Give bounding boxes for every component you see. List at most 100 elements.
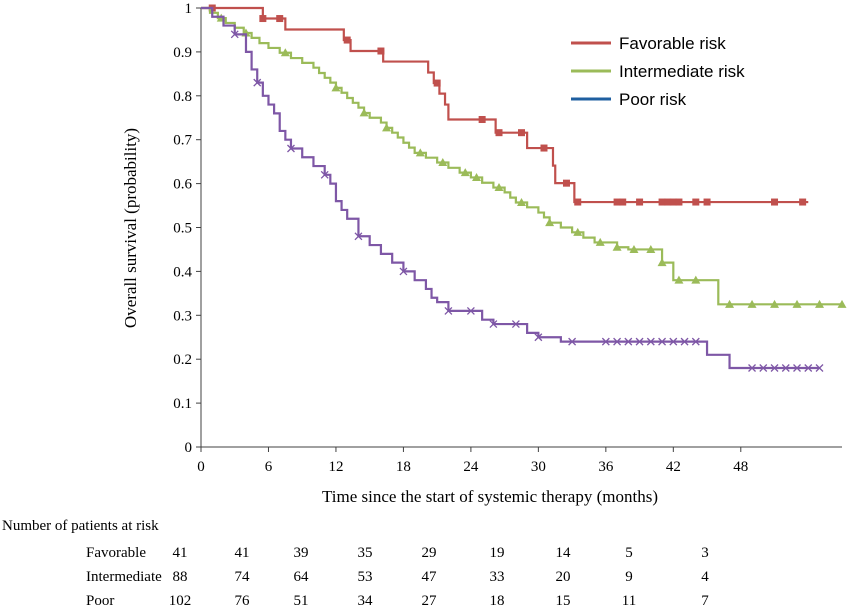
censor-marker	[545, 218, 555, 227]
censor-marker	[433, 79, 441, 87]
series-poor-risk	[201, 6, 824, 372]
censor-marker	[703, 198, 711, 206]
censor-marker	[799, 198, 807, 206]
censor-marker	[669, 337, 678, 346]
censor-marker	[518, 129, 525, 137]
legend: Favorable risk Intermediate risk Poor risk	[571, 34, 745, 109]
risk-value: 35	[358, 545, 373, 561]
censor-marker	[280, 48, 290, 57]
risk-value: 11	[622, 593, 636, 607]
risk-value: 64	[294, 569, 310, 585]
censor-marker	[675, 198, 683, 206]
censor-marker	[534, 333, 543, 342]
censor-marker	[595, 237, 605, 246]
survival-curve	[201, 6, 809, 204]
censor-marker	[664, 198, 672, 206]
censor-marker	[343, 36, 351, 44]
censor-marker	[837, 299, 847, 308]
censor-marker	[444, 306, 453, 315]
survival-curve	[201, 6, 842, 306]
censor-marker	[472, 172, 482, 181]
censor-marker	[517, 197, 526, 206]
censor-marker	[692, 198, 700, 206]
censor-marker	[287, 144, 295, 153]
censor-marker	[253, 78, 262, 87]
censor-marker	[771, 198, 779, 206]
risk-value: 14	[556, 545, 572, 561]
x-tick-label: 42	[666, 459, 681, 475]
censor-marker	[636, 198, 644, 206]
series-intermediate-risk	[201, 6, 847, 308]
censor-marker	[495, 129, 503, 137]
risk-value: 27	[422, 593, 438, 607]
censor-marker	[658, 198, 666, 206]
risk-value: 41	[173, 545, 188, 561]
risk-value: 15	[556, 593, 571, 607]
y-tick-label: 0.7	[173, 133, 192, 149]
y-tick-label: 0.4	[173, 264, 192, 280]
censor-marker	[612, 242, 622, 251]
censor-marker	[276, 15, 284, 23]
y-tick-label: 0.5	[173, 221, 192, 237]
censor-marker	[748, 364, 756, 372]
censor-marker	[320, 170, 329, 179]
censor-marker	[377, 47, 385, 55]
risk-value: 51	[294, 593, 309, 607]
censor-marker	[658, 337, 667, 346]
censor-marker	[460, 168, 470, 177]
censor-marker	[629, 244, 639, 253]
risk-value: 29	[422, 545, 437, 561]
censor-marker	[725, 299, 735, 308]
x-tick-label: 48	[733, 459, 748, 475]
censor-marker	[691, 275, 701, 284]
y-tick-label: 0.9	[173, 45, 192, 61]
risk-value: 41	[235, 545, 250, 561]
x-tick-label: 0	[197, 459, 205, 475]
censor-marker	[230, 30, 239, 39]
y-tick-label: 0.8	[173, 89, 192, 105]
censor-marker	[815, 364, 824, 372]
risk-value: 33	[490, 569, 505, 585]
censor-marker	[359, 108, 369, 117]
risk-value: 7	[701, 593, 709, 607]
risk-row-label: Poor	[86, 593, 114, 607]
censor-marker	[815, 299, 825, 308]
censor-marker	[478, 116, 486, 124]
censor-marker	[747, 299, 757, 308]
risk-value: 20	[556, 569, 571, 585]
y-tick-label: 0.6	[173, 177, 192, 193]
censor-marker	[619, 198, 627, 206]
risk-value: 53	[358, 569, 373, 585]
censor-marker	[354, 232, 363, 241]
censor-marker	[574, 198, 582, 206]
y-tick-label: 0.2	[173, 352, 192, 368]
risk-value: 74	[235, 569, 251, 585]
y-ticks: 0 0.1 0.2 0.3 0.4 0.5 0.6 0.7 0.8 0.9 1	[173, 1, 201, 456]
censor-marker	[613, 198, 621, 206]
x-ticks: 0 6 12 18 24 30 36 42 48	[197, 447, 748, 475]
risk-row-label: Favorable	[86, 545, 146, 561]
censor-marker	[770, 299, 780, 308]
censor-marker	[792, 299, 802, 308]
risk-value: 9	[625, 569, 633, 585]
risk-value: 19	[490, 545, 505, 561]
risk-value: 102	[169, 593, 192, 607]
censor-marker	[511, 320, 520, 329]
x-tick-label: 30	[531, 459, 546, 475]
censor-marker	[674, 275, 684, 284]
censor-marker	[259, 15, 267, 23]
risk-value: 3	[701, 545, 709, 561]
risk-value: 76	[235, 593, 251, 607]
risk-value: 39	[294, 545, 309, 561]
censor-marker	[466, 306, 475, 315]
censor-marker	[657, 258, 667, 267]
risk-value: 34	[358, 593, 374, 607]
censor-marker	[331, 83, 341, 92]
censor-marker	[399, 267, 408, 276]
legend-label: Intermediate risk	[619, 62, 745, 81]
censor-marker	[669, 198, 677, 206]
x-tick-label: 12	[328, 459, 343, 475]
censor-marker	[438, 158, 448, 167]
y-tick-label: 0	[185, 440, 193, 456]
legend-label: Favorable risk	[619, 34, 726, 53]
